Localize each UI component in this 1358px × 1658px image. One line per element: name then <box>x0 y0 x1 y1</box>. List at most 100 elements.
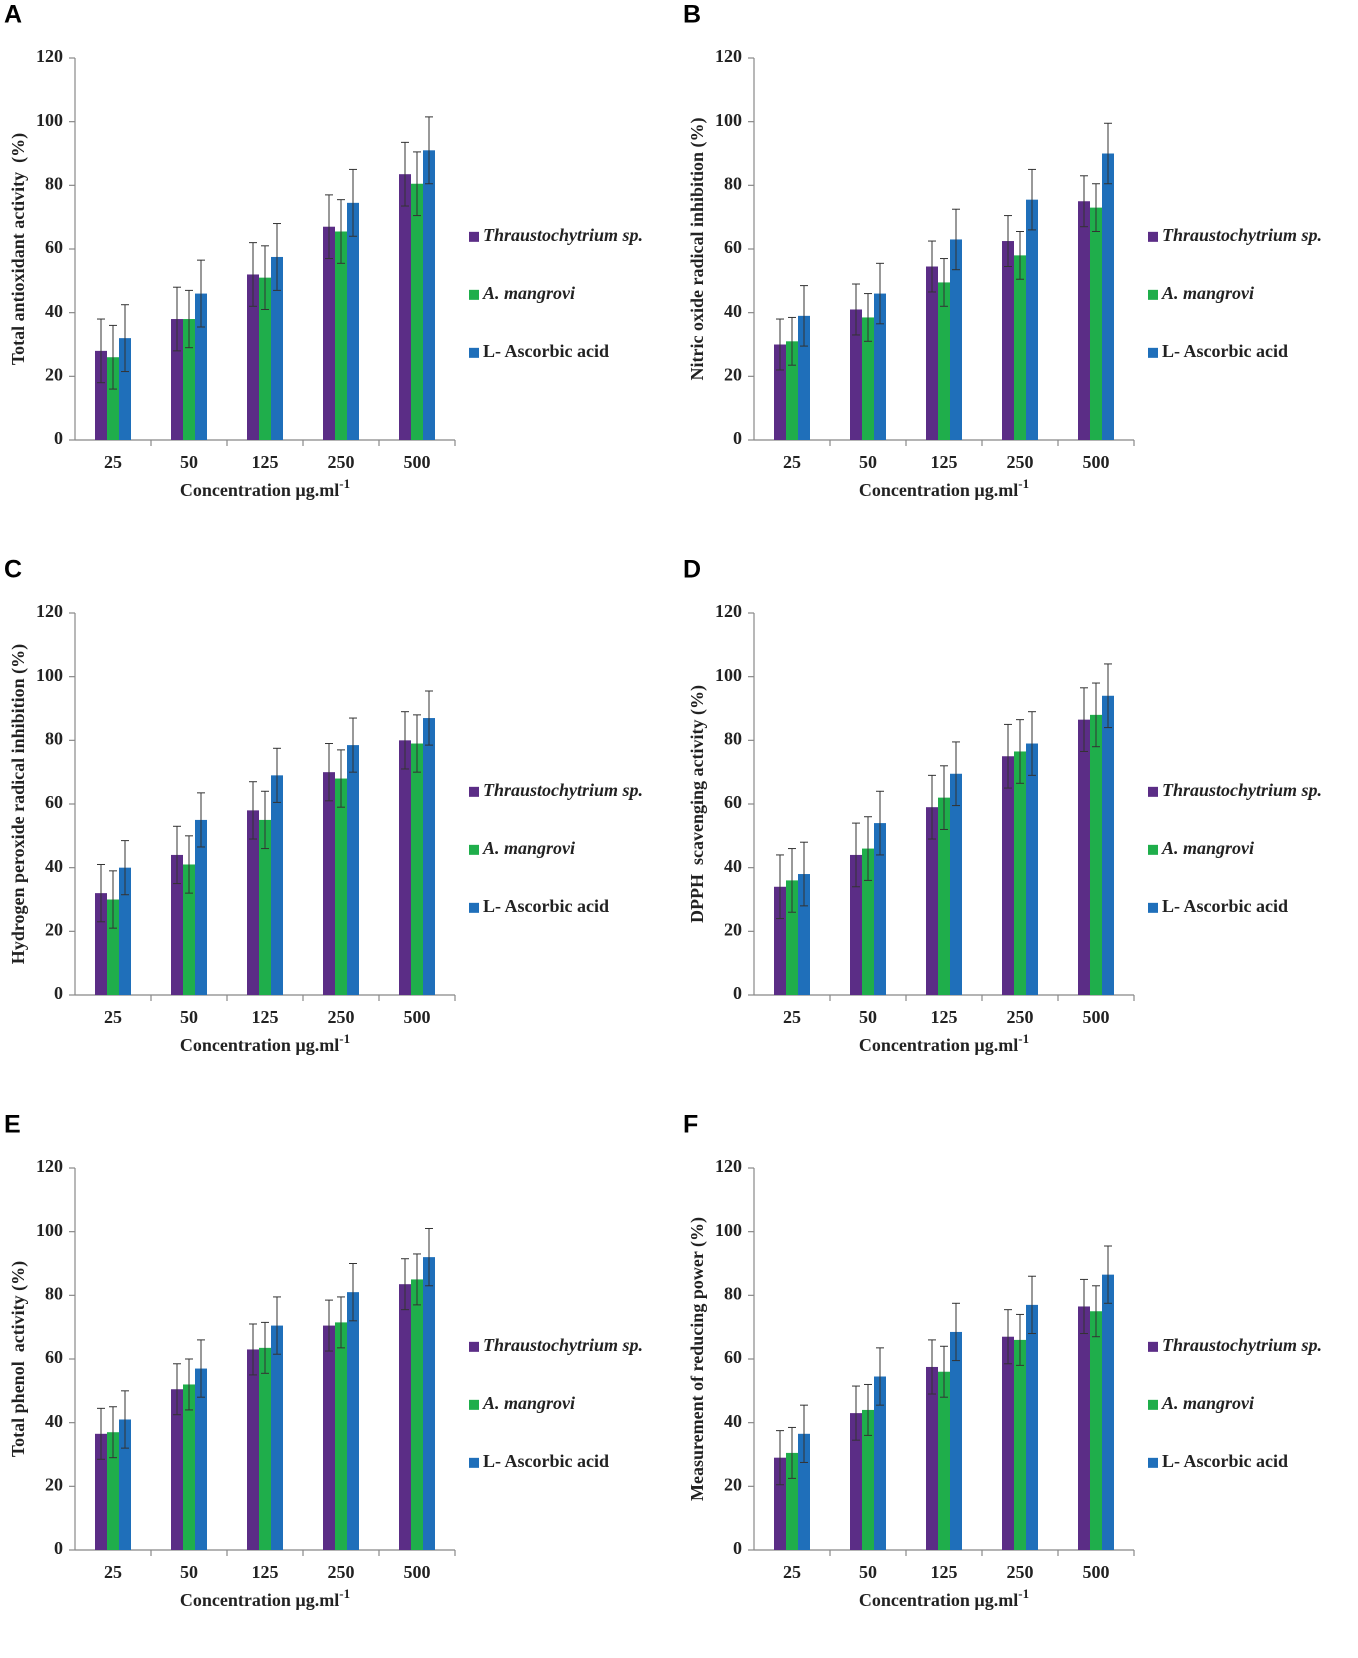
legend-label: Thraustochytrium sp. <box>483 780 643 800</box>
x-axis-label: Concentration µg.ml-1 <box>180 1586 350 1610</box>
bar <box>926 266 938 440</box>
bar <box>862 1409 874 1550</box>
bar <box>798 315 810 440</box>
bar <box>247 1349 259 1550</box>
x-tick-label: 500 <box>1083 1007 1110 1027</box>
x-tick-label: 50 <box>859 1562 877 1582</box>
legend-label: A. mangrovi <box>482 838 575 858</box>
x-axis-label-text: Concentration µg.ml <box>180 480 339 500</box>
bar <box>95 1433 107 1550</box>
y-tick-label: 60 <box>724 237 742 257</box>
x-axis-label-superscript: -1 <box>339 476 350 491</box>
x-tick-label: 125 <box>252 1562 279 1582</box>
y-tick-label: 80 <box>724 728 742 748</box>
bar <box>195 293 207 440</box>
bar <box>1026 1304 1038 1550</box>
legend-swatch <box>1148 289 1158 300</box>
x-axis-label-text: Concentration µg.ml <box>859 1035 1018 1055</box>
x-tick-label: 25 <box>104 1562 122 1582</box>
bar <box>1102 153 1114 440</box>
panel-label: B <box>683 1 701 29</box>
bar <box>171 319 183 440</box>
x-axis-label-text: Concentration µg.ml <box>859 480 1018 500</box>
x-axis-label: Concentration µg.ml-1 <box>859 1031 1029 1055</box>
legend-label: L- Ascorbic acid <box>483 896 609 916</box>
bar <box>119 1419 131 1550</box>
x-tick-label: 250 <box>328 1007 355 1027</box>
bar <box>1090 1311 1102 1550</box>
y-tick-label: 0 <box>733 1538 742 1558</box>
bar <box>335 231 347 440</box>
bar <box>774 886 786 995</box>
bar <box>107 357 119 440</box>
legend-label: Thraustochytrium sp. <box>1162 1335 1322 1355</box>
bar <box>874 1376 886 1550</box>
bar <box>950 773 962 995</box>
y-tick-label: 60 <box>724 792 742 812</box>
x-tick-label: 500 <box>404 1562 431 1582</box>
bar <box>259 277 271 440</box>
bar <box>1002 756 1014 995</box>
legend-swatch <box>469 902 479 913</box>
bar <box>95 350 107 440</box>
bar <box>335 1322 347 1550</box>
x-tick-label: 125 <box>931 452 958 472</box>
y-tick-label: 40 <box>724 1411 742 1431</box>
x-axis-label: Concentration µg.ml-1 <box>859 1586 1029 1610</box>
bar <box>950 1331 962 1550</box>
legend-swatch <box>469 1457 479 1468</box>
x-tick-label: 50 <box>180 1562 198 1582</box>
y-tick-label: 20 <box>724 1474 742 1494</box>
y-tick-label: 100 <box>715 1220 742 1240</box>
legend-label: Thraustochytrium sp. <box>483 225 643 245</box>
legend-swatch <box>469 289 479 300</box>
bar <box>335 778 347 995</box>
y-tick-label: 100 <box>715 665 742 685</box>
y-tick-label: 80 <box>724 1283 742 1303</box>
bar <box>938 282 950 440</box>
legend-label: L- Ascorbic acid <box>1162 1451 1288 1471</box>
y-tick-label: 40 <box>45 1411 63 1431</box>
bar <box>1078 1306 1090 1550</box>
y-tick-label: 60 <box>724 1347 742 1367</box>
y-tick-label: 120 <box>36 601 63 621</box>
bar <box>323 226 335 440</box>
legend-label: L- Ascorbic acid <box>1162 341 1288 361</box>
bar <box>862 317 874 440</box>
panel-label: E <box>4 1111 21 1139</box>
y-tick-label: 0 <box>733 983 742 1003</box>
bar <box>423 150 435 441</box>
bar <box>195 819 207 995</box>
x-tick-label: 50 <box>859 1007 877 1027</box>
x-tick-label: 25 <box>783 1007 801 1027</box>
y-tick-label: 60 <box>45 237 63 257</box>
bar <box>850 1413 862 1550</box>
x-axis-label: Concentration µg.ml-1 <box>859 476 1029 500</box>
legend-label: Thraustochytrium sp. <box>1162 225 1322 245</box>
legend-swatch <box>469 844 479 855</box>
bar <box>271 256 283 440</box>
x-axis-label-text: Concentration µg.ml <box>180 1590 339 1610</box>
panel-label: F <box>683 1111 698 1139</box>
y-tick-label: 40 <box>45 856 63 876</box>
y-tick-label: 100 <box>36 665 63 685</box>
bar <box>271 775 283 995</box>
bar <box>1102 1274 1114 1550</box>
bar <box>786 1452 798 1550</box>
bar <box>119 338 131 440</box>
x-tick-label: 250 <box>1007 1562 1034 1582</box>
y-tick-label: 0 <box>54 428 63 448</box>
bar <box>774 1457 786 1550</box>
bar <box>107 899 119 995</box>
legend-swatch <box>469 231 479 242</box>
bar <box>399 174 411 441</box>
y-tick-label: 120 <box>715 601 742 621</box>
x-tick-label: 500 <box>404 1007 431 1027</box>
bar <box>786 880 798 995</box>
bar <box>411 743 423 995</box>
y-tick-label: 120 <box>36 1156 63 1176</box>
y-tick-label: 40 <box>724 856 742 876</box>
x-axis-label-superscript: -1 <box>339 1031 350 1046</box>
legend-label: A. mangrovi <box>1161 283 1254 303</box>
x-tick-label: 125 <box>931 1007 958 1027</box>
